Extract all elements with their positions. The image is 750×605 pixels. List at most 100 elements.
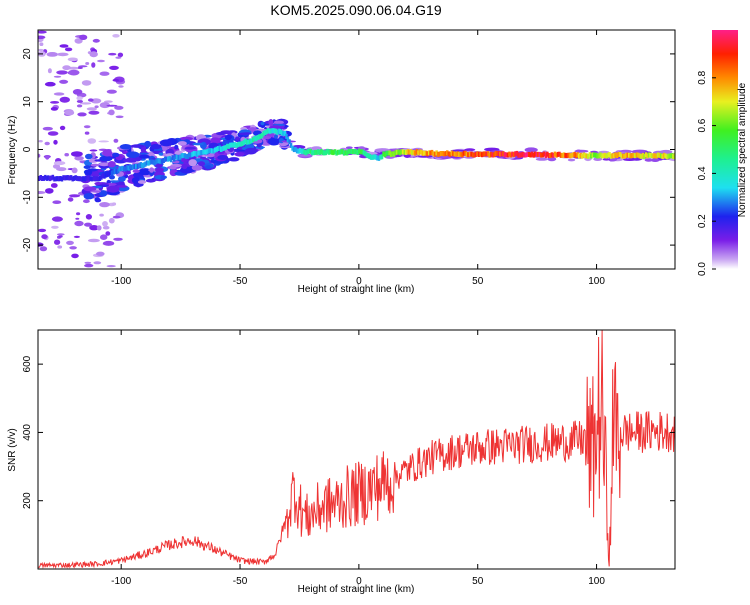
spectrogram-cell bbox=[115, 56, 122, 59]
spectrogram-cell bbox=[53, 161, 66, 166]
spectrogram-trace-segment bbox=[618, 152, 622, 157]
spectrogram-trace-segment bbox=[348, 148, 352, 154]
spectrogram-cell bbox=[52, 200, 62, 204]
spectrogram-trace-segment bbox=[286, 137, 290, 143]
spectrogram-trace-segment bbox=[48, 176, 52, 182]
spectrogram-trace-segment bbox=[362, 150, 366, 156]
spectrogram-trace-segment bbox=[304, 150, 308, 156]
spectrogram-trace-segment bbox=[339, 149, 343, 155]
spectrogram-cell bbox=[99, 155, 113, 162]
spectrogram-trace-segment bbox=[452, 151, 455, 157]
spectrogram-cell bbox=[66, 240, 74, 245]
snr-panel: -100 -50 0 50 100 200 400 600 Height of straigh… bbox=[7, 329, 676, 595]
spectrogram-cell bbox=[38, 191, 46, 194]
spectrogram-cell bbox=[244, 143, 255, 149]
spectrogram-trace-segment bbox=[543, 151, 546, 157]
spectrogram-trace-segment bbox=[615, 153, 619, 158]
spectrogram-trace-segment bbox=[505, 152, 508, 158]
spectrogram-trace-segment bbox=[391, 151, 394, 157]
spectrogram-trace-segment bbox=[647, 152, 651, 158]
spectrogram-x-label: Height of straight line (km) bbox=[298, 284, 415, 295]
spectrogram-cell bbox=[50, 101, 60, 104]
spectrogram-trace-segment bbox=[553, 151, 557, 157]
spectrogram-trace-segment bbox=[530, 151, 534, 157]
spectrogram-trace-segment bbox=[650, 153, 654, 159]
spectrogram-trace-segment bbox=[276, 129, 279, 135]
spectrogram-trace-segment bbox=[603, 152, 607, 158]
spectrogram-cell bbox=[112, 78, 120, 82]
spectrogram-cell bbox=[39, 246, 48, 252]
spectrogram-cell bbox=[77, 66, 83, 69]
spectrogram-cell bbox=[106, 265, 116, 268]
spectrogram-trace-segment bbox=[567, 152, 570, 158]
spectrogram-trace-segment bbox=[298, 147, 302, 153]
spectrogram-cell bbox=[46, 52, 59, 57]
spectrogram-trace-segment bbox=[512, 152, 516, 158]
spectrogram-trace-segment bbox=[54, 176, 58, 182]
spectrogram-trace-segment bbox=[271, 128, 275, 134]
spectrogram-cell bbox=[162, 145, 168, 152]
spectrogram-trace-segment bbox=[336, 149, 340, 155]
spectrogram-cell bbox=[97, 59, 105, 63]
spectrogram-trace-segment bbox=[94, 176, 97, 182]
spectrogram-trace-segment bbox=[176, 154, 179, 160]
spectrogram-trace-segment bbox=[368, 153, 372, 159]
spectrogram-cell bbox=[38, 48, 44, 52]
spectrogram-trace bbox=[38, 128, 675, 182]
spectrogram-cell bbox=[109, 65, 119, 70]
spectrogram-trace-segment bbox=[103, 173, 106, 179]
spectrogram-trace-segment bbox=[78, 176, 82, 182]
spectrogram-trace-segment bbox=[159, 158, 162, 164]
spectrogram-cell bbox=[197, 161, 206, 167]
spectrogram-trace-segment bbox=[594, 152, 598, 158]
spectrogram-trace-segment bbox=[414, 150, 417, 156]
spectrogram-trace-segment bbox=[402, 149, 405, 155]
spectrogram-cell bbox=[137, 180, 147, 184]
spectrogram-trace-segment bbox=[371, 154, 375, 160]
spectrogram-trace-segment bbox=[179, 154, 182, 160]
spectrogram-trace-segment bbox=[518, 152, 522, 158]
spectrogram-trace-segment bbox=[556, 151, 560, 157]
spectrogram-trace-segment bbox=[655, 153, 658, 159]
spectrogram-cell bbox=[56, 70, 68, 75]
spectrogram-trace-segment bbox=[60, 176, 64, 182]
spectrogram-trace-segment bbox=[285, 133, 288, 139]
spectrogram-trace-segment bbox=[273, 128, 276, 134]
spectrogram-x-tick-label: -50 bbox=[233, 276, 248, 287]
spectrogram-trace-segment bbox=[500, 151, 504, 157]
spectrogram-trace-segment bbox=[291, 145, 294, 151]
spectrogram-cell bbox=[112, 152, 120, 158]
spectrogram-trace-segment bbox=[656, 152, 660, 158]
spectrogram-trace-segment bbox=[562, 152, 566, 158]
spectrogram-cell bbox=[38, 228, 47, 233]
spectrogram-cell bbox=[74, 220, 84, 227]
spectrogram-cell bbox=[44, 141, 50, 146]
spectrogram-trace-segment bbox=[295, 148, 299, 154]
spectrogram-trace-segment bbox=[201, 149, 205, 155]
spectrogram-trace-segment bbox=[664, 153, 667, 159]
spectrogram-cell bbox=[123, 158, 137, 163]
spectrogram-trace-segment bbox=[470, 151, 473, 157]
spectrogram-trace-segment bbox=[617, 151, 620, 157]
spectrogram-trace-segment bbox=[106, 172, 109, 178]
spectrogram-trace-segment bbox=[62, 175, 65, 181]
spectrogram-trace-segment bbox=[608, 152, 611, 158]
spectrogram-cell bbox=[192, 142, 204, 146]
spectrogram-trace-segment bbox=[561, 152, 564, 158]
spectrogram-trace-segment bbox=[473, 152, 476, 158]
spectrogram-trace-segment bbox=[312, 150, 315, 156]
spectrogram-cell bbox=[67, 57, 78, 62]
spectrogram-trace-segment bbox=[301, 148, 305, 154]
spectrogram-trace-segment bbox=[344, 150, 347, 156]
spectrogram-trace-segment bbox=[547, 153, 551, 158]
spectrogram-cell bbox=[76, 104, 83, 108]
spectrogram-cell bbox=[235, 136, 240, 141]
spectrogram-trace-segment bbox=[204, 149, 208, 155]
spectrogram-cell bbox=[602, 158, 611, 161]
spectrogram-cell bbox=[98, 140, 110, 143]
spectrogram-trace-segment bbox=[72, 175, 76, 181]
snr-x-tick-label: 50 bbox=[472, 576, 484, 587]
spectrogram-cell bbox=[62, 65, 71, 71]
colorbar-label: Normalized spectral amplitude bbox=[737, 82, 748, 217]
spectrogram-trace-segment bbox=[342, 150, 346, 156]
